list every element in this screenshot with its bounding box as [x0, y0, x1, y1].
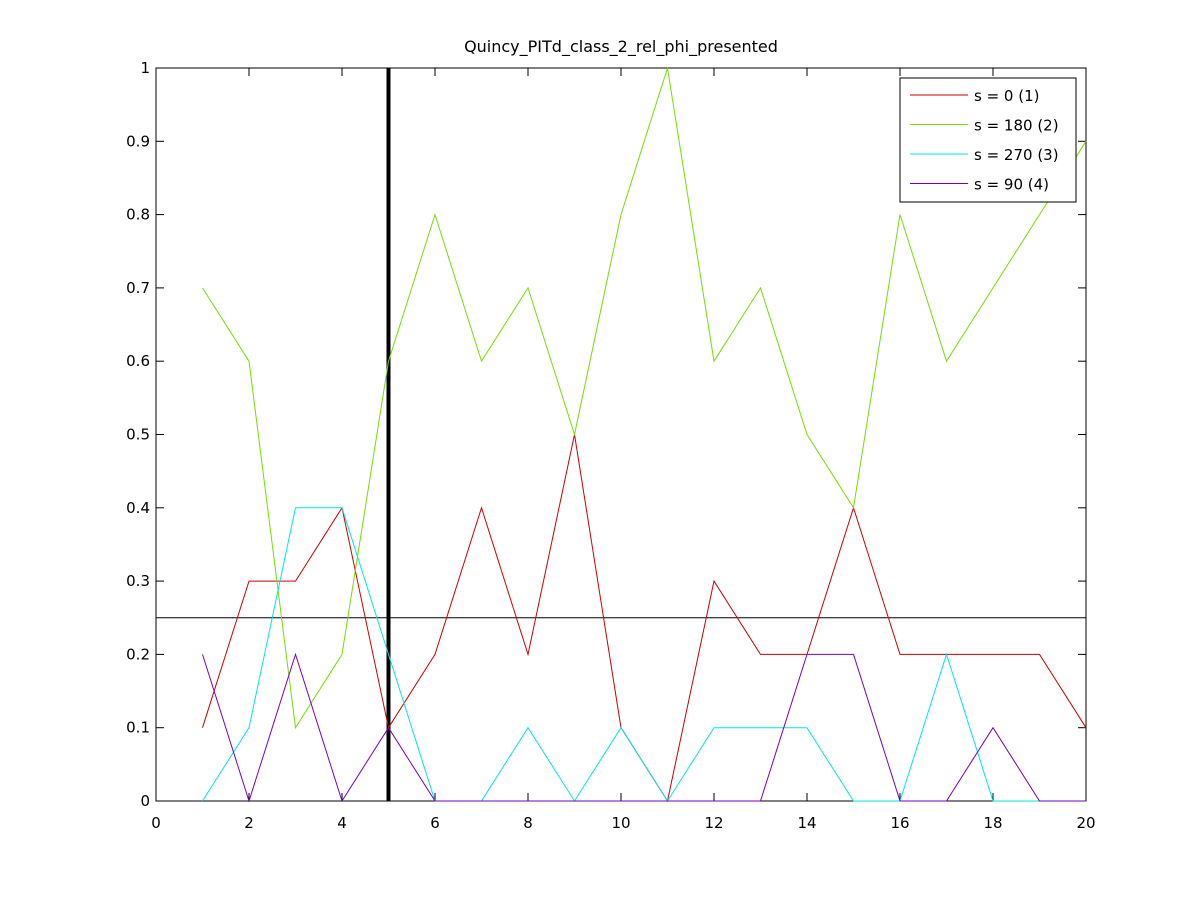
x-tick-label: 16	[890, 814, 909, 832]
legend-label: s = 180 (2)	[974, 117, 1059, 135]
y-tick-label: 1	[140, 59, 150, 77]
y-tick-label: 0	[140, 792, 150, 810]
series-lines	[202, 67, 1087, 803]
x-tick-label: 18	[983, 814, 1002, 832]
y-tick-label: 0.4	[126, 499, 150, 517]
x-tick-label: 0	[151, 814, 161, 832]
x-tick-label: 14	[797, 814, 816, 832]
y-tick-label: 0.6	[126, 352, 150, 370]
x-tick-label: 12	[704, 814, 723, 832]
y-tick-label: 0.2	[126, 645, 150, 663]
x-tick-label: 10	[611, 814, 630, 832]
legend-box	[899, 77, 1077, 203]
chart-title: Quincy_PITd_class_2_rel_phi_presented	[464, 37, 778, 57]
y-tick-label: 0.7	[126, 279, 150, 297]
y-tick-label: 0.9	[126, 132, 150, 150]
x-tick-label: 2	[244, 814, 254, 832]
y-tick-label: 0.5	[126, 426, 150, 444]
y-tick-label: 0.3	[126, 572, 150, 590]
reference-lines	[156, 68, 1086, 801]
legend-label: s = 90 (4)	[974, 176, 1049, 194]
series-line-4	[202, 652, 1086, 803]
y-tick-label: 0.1	[126, 719, 150, 737]
x-tick-label: 4	[337, 814, 347, 832]
x-tick-label: 20	[1076, 814, 1095, 832]
x-tick-label: 6	[430, 814, 440, 832]
legend: s = 0 (1) s = 180 (2) s = 270 (3) s = 90 (4…	[899, 77, 1077, 203]
series-line-3	[202, 507, 1086, 802]
y-tick-label: 0.8	[126, 206, 150, 224]
x-tick-label: 8	[523, 814, 533, 832]
series-line-2	[202, 67, 1087, 730]
legend-label: s = 0 (1)	[974, 87, 1039, 105]
legend-label: s = 270 (3)	[974, 146, 1059, 164]
